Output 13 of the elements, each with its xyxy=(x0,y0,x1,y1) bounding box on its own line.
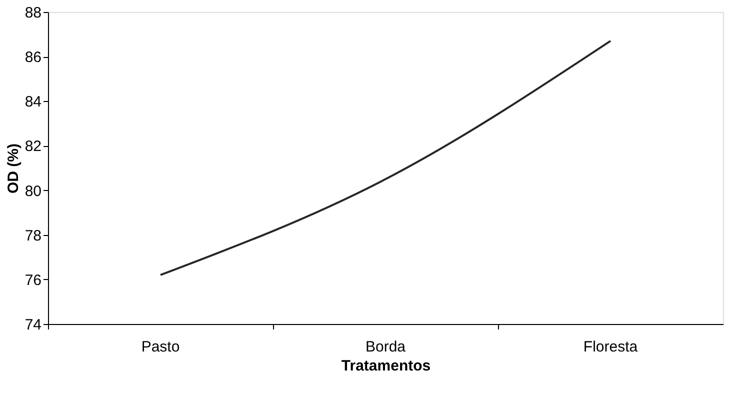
y-tick-label: 86 xyxy=(24,49,42,66)
x-tick-label: Pasto xyxy=(141,338,180,356)
y-tick-label: 84 xyxy=(24,94,42,111)
y-tick-label: 74 xyxy=(24,316,42,334)
y-tick-label: 78 xyxy=(24,227,42,244)
x-tick-label: Borda xyxy=(365,338,406,356)
x-tick-label: Floresta xyxy=(583,338,638,356)
y-axis-title: OD (%) xyxy=(4,144,22,194)
y-tick-label: 80 xyxy=(24,182,42,200)
x-axis-title: Tratamentos xyxy=(341,358,431,374)
y-tick-label: 82 xyxy=(24,138,42,156)
y-tick-label: 76 xyxy=(24,272,42,289)
y-tick-label: 88 xyxy=(24,4,42,22)
